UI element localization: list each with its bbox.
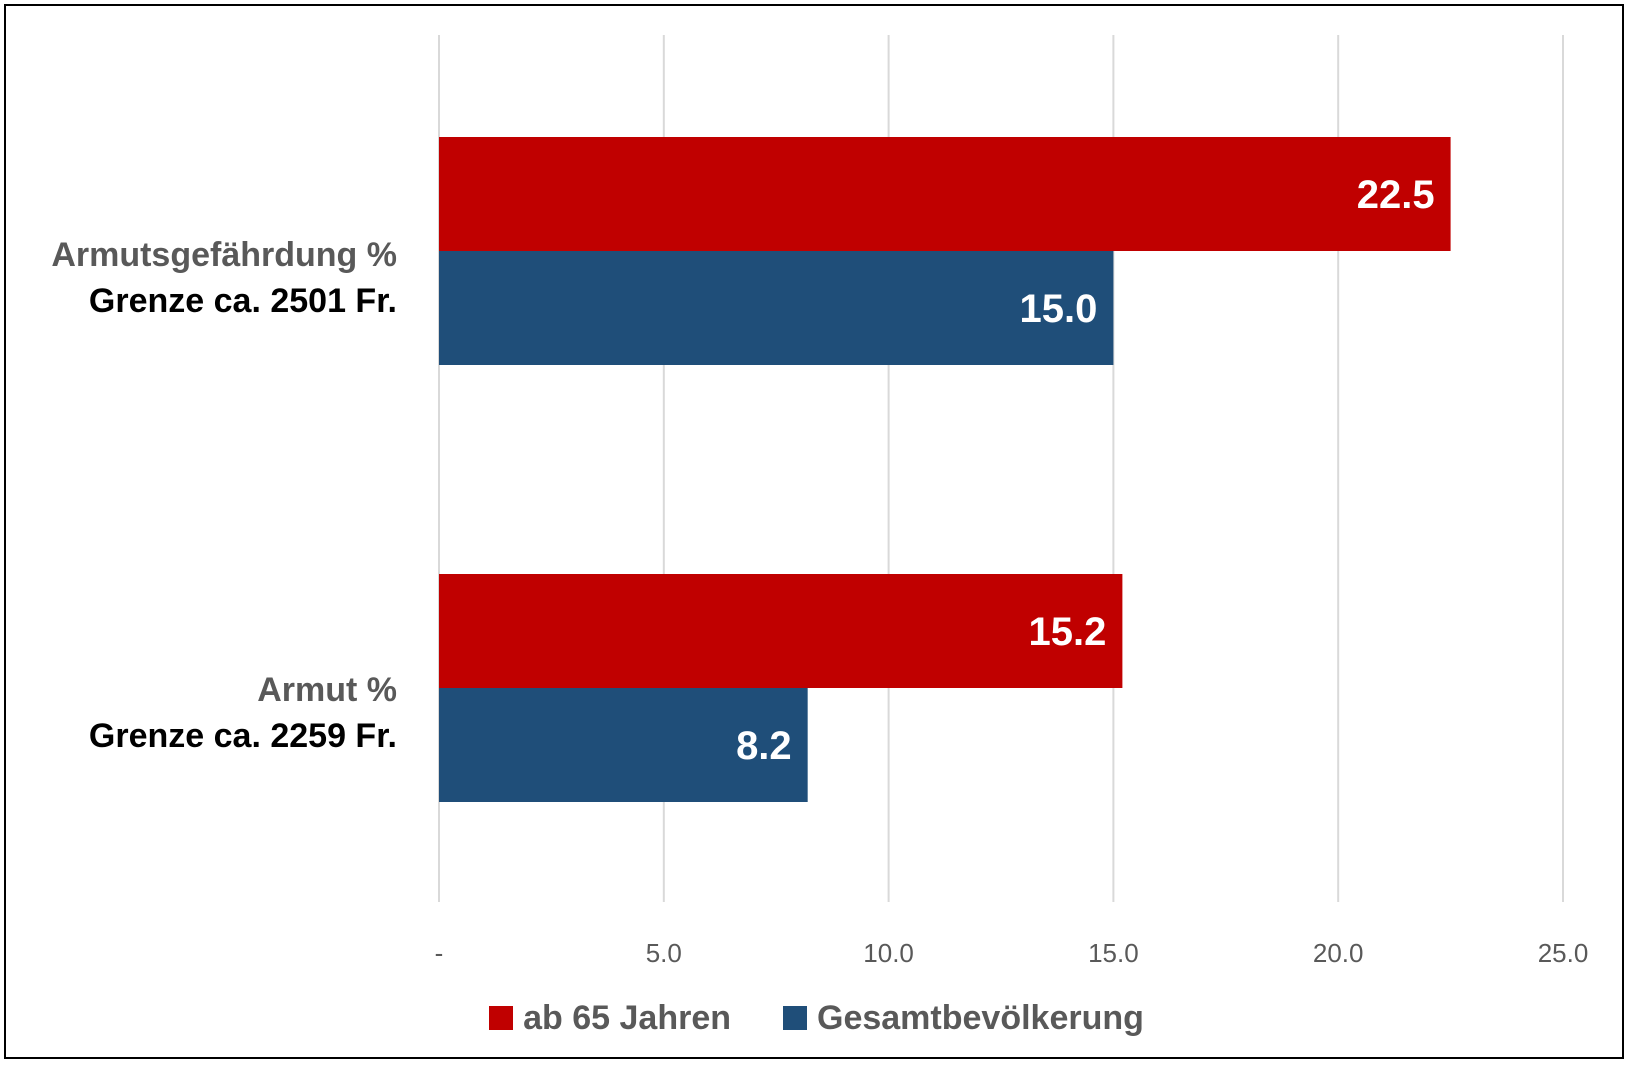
x-tick-label: 10.0 bbox=[863, 938, 914, 968]
legend-label: ab 65 Jahren bbox=[523, 998, 731, 1037]
x-tick-label: 25.0 bbox=[1538, 938, 1589, 968]
bar-value-label: 15.0 bbox=[1020, 287, 1098, 331]
bar bbox=[439, 688, 808, 802]
bar-value-label: 22.5 bbox=[1357, 173, 1435, 217]
legend-item-ab-65: ab 65 Jahren bbox=[489, 999, 731, 1038]
bar-value-label: 15.2 bbox=[1029, 610, 1107, 654]
x-axis-ticks: - 5.0 10.0 15.0 20.0 25.0 bbox=[435, 938, 1589, 968]
x-tick-label: - bbox=[435, 938, 444, 968]
bar bbox=[439, 251, 1114, 365]
legend: ab 65 Jahren Gesamtbevölkerung bbox=[0, 995, 1633, 1041]
x-tick-label: 15.0 bbox=[1088, 938, 1139, 968]
category-label-armut: Armut % Grenze ca. 2259 Fr. bbox=[89, 667, 397, 759]
bar-value-label: 8.2 bbox=[736, 724, 792, 768]
legend-item-gesamt: Gesamtbevölkerung bbox=[783, 999, 1144, 1038]
category-label-threshold: Grenze ca. 2501 Fr. bbox=[88, 282, 397, 320]
bars: 22.5 15.0 15.2 8.2 bbox=[439, 137, 1451, 802]
bar bbox=[439, 137, 1451, 251]
category-label-title: Armut % bbox=[257, 671, 397, 709]
x-tick-label: 5.0 bbox=[646, 938, 682, 968]
bar bbox=[439, 574, 1123, 688]
legend-swatch bbox=[489, 1006, 514, 1030]
legend-swatch bbox=[783, 1006, 807, 1030]
category-label-title: Armutsgefährdung % bbox=[51, 236, 397, 274]
category-label-threshold: Grenze ca. 2259 Fr. bbox=[88, 717, 397, 755]
category-label-armutsgefaehrdung: Armutsgefährdung % Grenze ca. 2501 Fr. bbox=[51, 232, 397, 324]
x-tick-label: 20.0 bbox=[1313, 938, 1364, 968]
legend-label: Gesamtbevölkerung bbox=[817, 998, 1144, 1037]
